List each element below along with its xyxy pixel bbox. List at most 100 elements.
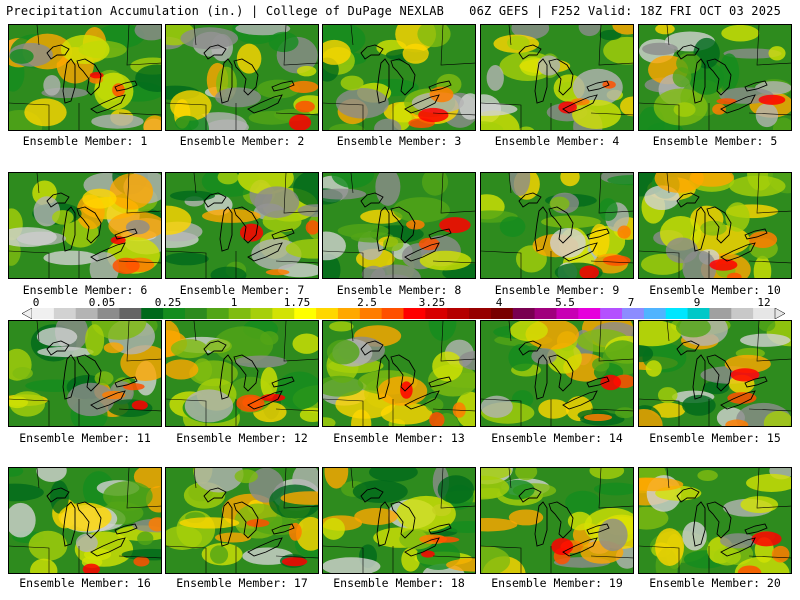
precip-field-map: [323, 173, 475, 278]
ensemble-member-label: Ensemble Member: 3: [336, 134, 462, 148]
great-lakes-outline: [639, 468, 791, 573]
ensemble-member-label: Ensemble Member: 15: [649, 431, 781, 445]
great-lakes-outline: [323, 468, 475, 573]
ensemble-member-map-17: [165, 467, 319, 574]
colorbar-swatch: [381, 308, 404, 319]
colorbar-tick-label: 9: [693, 296, 701, 309]
precipitation-colorbar: [22, 308, 785, 319]
colorbar-tick-label: 2.5: [357, 296, 377, 309]
colorbar-swatch: [75, 308, 99, 319]
colorbar-tick-label: 3.25: [418, 296, 446, 309]
great-lakes-outline: [9, 25, 161, 130]
great-lakes-outline: [323, 321, 475, 426]
colorbar-tick-label: 4: [495, 296, 503, 309]
colorbar-tick-label: 12: [757, 296, 771, 309]
colorbar-tick-label: 5.5: [555, 296, 575, 309]
precip-field-map: [9, 25, 161, 130]
great-lakes-outline: [481, 468, 633, 573]
colorbar-swatch: [32, 308, 55, 319]
ensemble-member-label: Ensemble Member: 1: [22, 134, 148, 148]
ensemble-member-map-7: [165, 172, 319, 279]
precip-field-map: [166, 173, 318, 278]
great-lakes-outline: [166, 321, 318, 426]
precip-field-map: [639, 25, 791, 130]
colorbar-tick-label: 1: [230, 296, 238, 309]
header-right-title: 06Z GEFS | F252 Valid: 18Z FRI OCT 03 20…: [469, 4, 781, 18]
ensemble-member-label: Ensemble Member: 20: [649, 576, 781, 590]
colorbar-swatch: [731, 308, 754, 319]
colorbar-swatch: [534, 308, 557, 319]
colorbar-tick-label: 1.75: [283, 296, 311, 309]
ensemble-member-label: Ensemble Member: 8: [336, 283, 462, 297]
great-lakes-outline: [639, 173, 791, 278]
colorbar-tick-label: 0.25: [154, 296, 182, 309]
great-lakes-outline: [323, 173, 475, 278]
colorbar-swatch: [578, 308, 601, 319]
colorbar-swatch: [600, 308, 623, 319]
precip-field-map: [481, 468, 633, 573]
ensemble-member-map-16: [8, 467, 162, 574]
great-lakes-outline: [481, 25, 633, 130]
ensemble-member-label: Ensemble Member: 7: [179, 283, 305, 297]
colorbar-swatch: [469, 308, 492, 319]
precip-field-map: [166, 25, 318, 130]
ensemble-member-label: Ensemble Member: 11: [19, 431, 151, 445]
colorbar-swatch: [250, 308, 273, 319]
colorbar-swatch: [490, 308, 514, 319]
colorbar-tick-label: 0: [32, 296, 40, 309]
precip-field-map: [9, 173, 161, 278]
precip-field-map: [323, 25, 475, 130]
ensemble-member-map-5: [638, 24, 792, 131]
ensemble-member-label: Ensemble Member: 2: [179, 134, 305, 148]
great-lakes-outline: [481, 173, 633, 278]
precip-field-map: [9, 468, 161, 573]
colorbar-swatch: [119, 308, 142, 319]
ensemble-member-label: Ensemble Member: 10: [649, 283, 781, 297]
colorbar-swatch: [272, 308, 295, 319]
precip-field-map: [639, 468, 791, 573]
colorbar-swatch: [643, 308, 667, 319]
ensemble-member-map-2: [165, 24, 319, 131]
colorbar-swatch: [163, 308, 186, 319]
colorbar-swatch: [512, 308, 536, 319]
precip-field-map: [639, 321, 791, 426]
colorbar-min-arrow: [22, 308, 33, 319]
ensemble-member-label: Ensemble Member: 12: [176, 431, 308, 445]
ensemble-member-label: Ensemble Member: 9: [494, 283, 620, 297]
great-lakes-outline: [639, 321, 791, 426]
precip-field-map: [166, 321, 318, 426]
great-lakes-outline: [166, 468, 318, 573]
ensemble-member-map-20: [638, 467, 792, 574]
colorbar-swatch: [97, 308, 120, 319]
colorbar-swatch: [665, 308, 689, 319]
ensemble-member-label: Ensemble Member: 19: [491, 576, 623, 590]
ensemble-member-map-1: [8, 24, 162, 131]
great-lakes-outline: [9, 468, 161, 573]
colorbar-swatch: [294, 308, 317, 319]
ensemble-member-map-12: [165, 320, 319, 427]
colorbar-swatch: [687, 308, 710, 319]
precip-field-map: [481, 321, 633, 426]
colorbar-swatch: [403, 308, 426, 319]
ensemble-member-map-19: [480, 467, 634, 574]
precip-field-map: [323, 468, 475, 573]
great-lakes-outline: [639, 25, 791, 130]
great-lakes-outline: [481, 321, 633, 426]
ensemble-member-map-11: [8, 320, 162, 427]
colorbar-swatch: [447, 308, 470, 319]
great-lakes-outline: [9, 321, 161, 426]
colorbar-swatch: [316, 308, 339, 319]
ensemble-member-map-15: [638, 320, 792, 427]
header-left-title: Precipitation Accumulation (in.) | Colle…: [6, 4, 445, 18]
colorbar-swatch: [53, 308, 77, 319]
ensemble-member-map-9: [480, 172, 634, 279]
ensemble-member-map-10: [638, 172, 792, 279]
precip-field-map: [481, 173, 633, 278]
ensemble-member-label: Ensemble Member: 4: [494, 134, 620, 148]
colorbar-swatch: [622, 308, 645, 319]
colorbar-max-arrow: [774, 308, 785, 319]
precip-field-map: [9, 321, 161, 426]
colorbar-swatch: [228, 308, 252, 319]
colorbar-tick-label: 0.05: [88, 296, 116, 309]
colorbar-swatch: [337, 308, 361, 319]
